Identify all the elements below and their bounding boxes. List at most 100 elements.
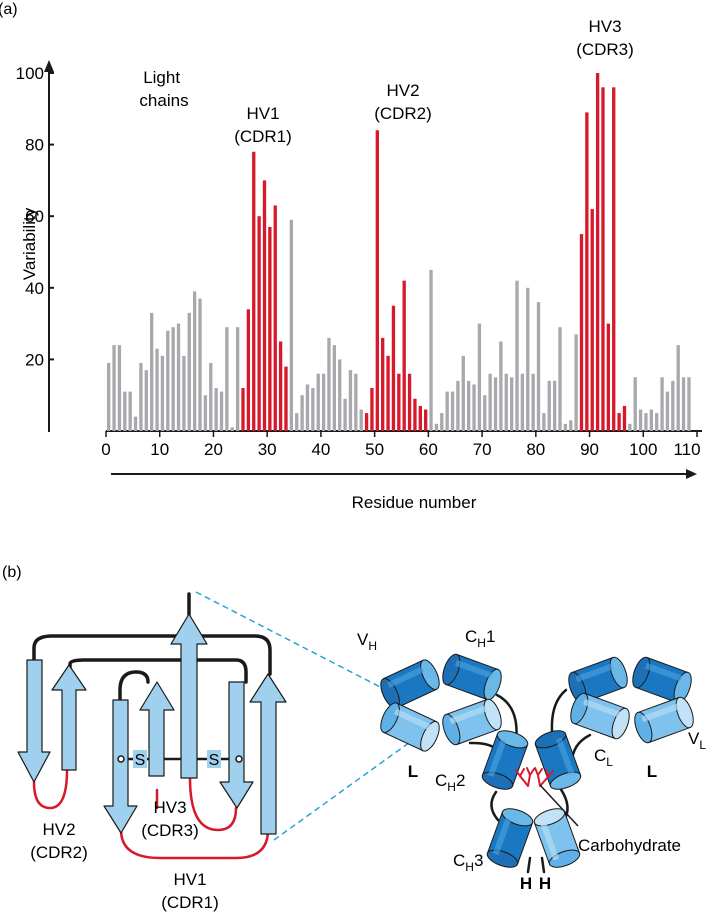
bar-residue-76 <box>509 377 514 431</box>
bar-residue-46 <box>348 370 353 431</box>
y-tick-label-100: 100 <box>16 64 44 83</box>
x-ticks: 0 10 20 30 40 50 60 70 80 90 100 110 <box>101 431 701 459</box>
domain-labels: VH CH1 VL CL CH2 CH3 <box>357 627 706 874</box>
strand-diagram: S S HV2 (CDR2) HV3 (CDR3) HV1 (CDR1) <box>17 592 287 912</box>
bar-residue-98 <box>628 423 632 431</box>
bar-residue-72 <box>488 373 492 431</box>
bar-residue-53 <box>386 355 390 431</box>
antibody-diagram: VH CH1 VL CL CH2 CH3 L L H H Carbohydrat… <box>357 627 706 893</box>
bar-residue-44 <box>338 359 342 431</box>
bar-residue-10 <box>155 348 159 431</box>
bar-residue-73 <box>493 377 498 431</box>
y-tick-label-80: 80 <box>25 136 44 155</box>
bar-residue-79 <box>526 287 530 431</box>
panel-a-label: (a) <box>0 1 18 18</box>
bar-residue-83 <box>547 380 551 431</box>
carbohydrate-pointer <box>539 784 579 827</box>
bar-residue-61 <box>429 269 433 431</box>
bar-residue-24 <box>230 427 234 431</box>
bar-residue-65 <box>450 391 455 431</box>
bar-residue-87 <box>569 420 573 431</box>
cl-right-domain <box>566 690 634 742</box>
bar-residue-67 <box>461 355 465 431</box>
carbohydrate-label: Carbohydrate <box>578 836 681 855</box>
bar-residue-38 <box>305 384 310 431</box>
bar-residue-15 <box>182 355 186 431</box>
carbohydrate-icon <box>515 767 554 787</box>
bar-residue-13 <box>171 327 175 431</box>
bar-residue-34 <box>284 366 288 431</box>
bar-residue-88 <box>574 334 578 431</box>
sulfur-left: S <box>135 752 146 769</box>
hv2-loop-label: HV2 <box>42 820 75 839</box>
bar-residue-57 <box>407 373 412 431</box>
bar-residue-106 <box>671 380 675 431</box>
bar-residue-17 <box>192 291 197 431</box>
legend-light-chains: Light chains <box>139 68 188 110</box>
bar-residue-82 <box>542 413 546 431</box>
vl-right-domain <box>630 694 698 746</box>
cdr1-label: (CDR1) <box>234 127 292 146</box>
bar-residue-78 <box>520 373 525 431</box>
fab-right <box>564 654 698 746</box>
loop-inner-small <box>118 670 150 702</box>
bar-residue-6 <box>133 416 138 431</box>
bar-residue-63 <box>440 413 444 431</box>
bar-residue-36 <box>295 413 299 431</box>
bar-residue-33 <box>278 341 283 431</box>
fab-left <box>376 651 506 755</box>
vl-left-domain <box>376 699 444 755</box>
vl-label: VL <box>688 729 706 752</box>
light-chain-label-left: L <box>408 762 418 781</box>
bar-residue-92 <box>595 73 600 431</box>
bar-residue-58 <box>413 398 417 431</box>
y-axis-label: Variability <box>20 207 39 280</box>
strand-6 <box>219 681 254 809</box>
bar-residue-43 <box>332 345 337 431</box>
hv3-label: HV3 <box>588 17 621 36</box>
ch1-label: CH1 <box>465 627 495 650</box>
bar-residue-74 <box>499 341 503 431</box>
bar-residue-20 <box>209 362 213 431</box>
bar-residue-16 <box>187 312 191 431</box>
bar-residue-7 <box>139 362 143 431</box>
hv2-loop <box>32 768 69 810</box>
bar-residue-89 <box>579 234 584 431</box>
bar-residue-99 <box>633 377 637 431</box>
hv1-loop-label: HV1 <box>173 870 206 889</box>
region-labels: HV1 (CDR1) HV2 (CDR2) HV3 (CDR3) <box>234 17 634 146</box>
hv3-loop-label: HV3 <box>153 798 186 817</box>
bar-residue-50 <box>370 388 374 431</box>
bar-residue-18 <box>198 298 202 431</box>
y-tick-label-60: 60 <box>25 207 44 226</box>
beta-strands <box>17 613 287 835</box>
legend-line-2: chains <box>139 91 188 110</box>
bar-residue-40 <box>316 373 320 431</box>
bar-residue-71 <box>483 395 487 431</box>
bar-residue-22 <box>219 391 224 431</box>
loop-labels: HV2 (CDR2) HV3 (CDR3) HV1 (CDR1) <box>30 798 219 912</box>
loop-top-inner <box>68 658 248 684</box>
bar-residue-28 <box>252 151 256 431</box>
bar-residue-86 <box>563 423 568 431</box>
bar-residue-41 <box>321 373 326 431</box>
sulfur-dot-right <box>235 755 243 763</box>
loop-top-outer <box>32 634 272 676</box>
zoom-line-top <box>195 591 387 691</box>
sulfur-dot-left <box>117 755 125 763</box>
bar-residue-14 <box>176 323 181 431</box>
bar-residue-39 <box>311 388 315 431</box>
bar-residue-27 <box>246 309 251 431</box>
bars <box>107 73 691 431</box>
bar-residue-1 <box>107 362 111 431</box>
bar-residue-107 <box>676 345 680 431</box>
x-tick-label-70: 70 <box>473 440 492 459</box>
cdr3-label: (CDR3) <box>576 40 634 59</box>
cdr2-label: (CDR2) <box>374 104 432 123</box>
y-axis-arrow <box>44 60 54 72</box>
bar-residue-90 <box>585 112 589 431</box>
bar-residue-108 <box>681 377 686 431</box>
bar-residue-85 <box>558 327 562 431</box>
bar-residue-105 <box>665 391 670 431</box>
bar-residue-8 <box>144 370 148 431</box>
